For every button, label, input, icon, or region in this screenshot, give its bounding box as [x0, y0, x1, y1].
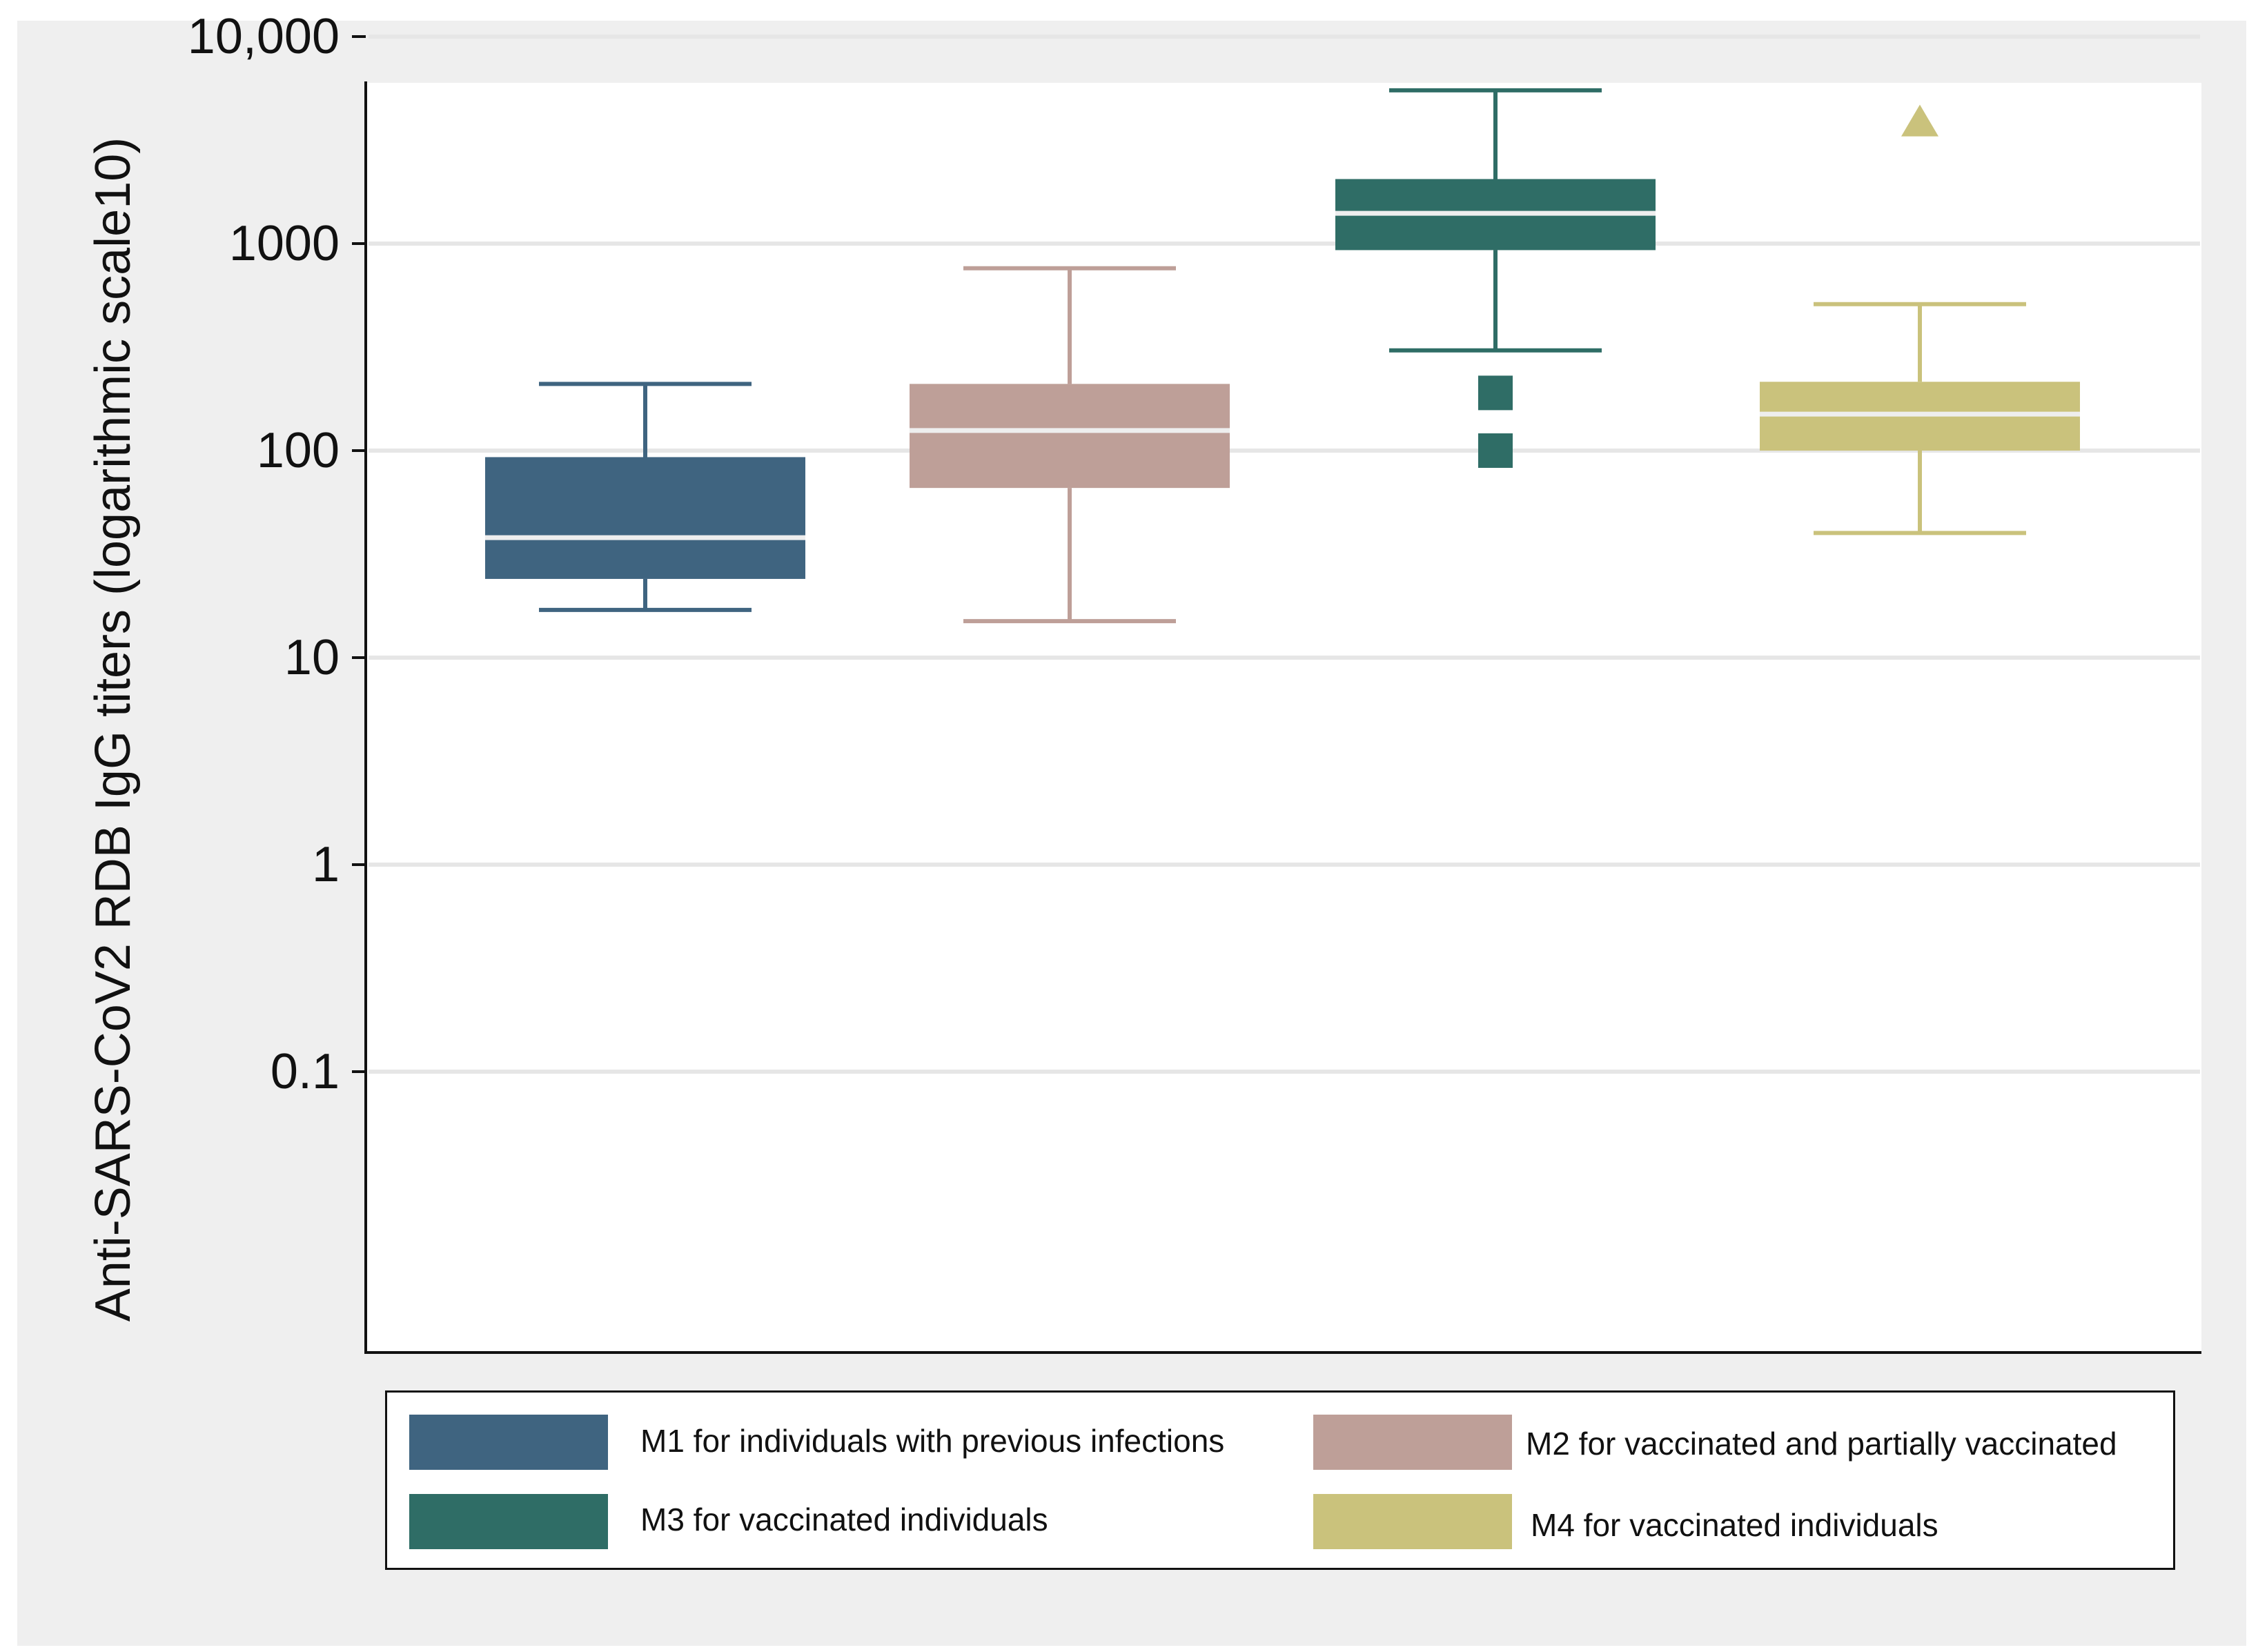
box-m4	[1760, 104, 2080, 535]
axes	[352, 35, 2201, 1354]
y-tick-label-0: 0.1	[270, 1044, 340, 1099]
box-m3	[1335, 88, 1656, 468]
box-iqr	[485, 457, 805, 579]
y-axis-title: Anti-SARS-CoV2 RDB IgG titers (logarithm…	[86, 137, 141, 1322]
legend: M1 for individuals with previous infecti…	[385, 1390, 2175, 1570]
box-m1	[485, 382, 805, 612]
y-tick-label-2: 10	[284, 630, 340, 685]
outlier-point-1	[1478, 433, 1513, 468]
box-iqr	[910, 384, 1230, 489]
outlier-point-0	[1478, 375, 1513, 411]
legend-label-m2: M2 for vaccinated and partially vaccinat…	[1526, 1426, 2117, 1462]
legend-swatch-m2	[1313, 1415, 1512, 1470]
legend-swatch-m3	[409, 1494, 608, 1549]
legend-label-m3: M3 for vaccinated individuals	[640, 1502, 1048, 1537]
y-tick-label-4: 1000	[228, 216, 340, 271]
y-tick-label-3: 100	[256, 423, 340, 478]
legend-label-m4: M4 for vaccinated individuals	[1531, 1507, 1938, 1543]
legend-swatch-m4	[1313, 1494, 1512, 1549]
y-tick-label-5: 10,000	[187, 9, 340, 64]
box-m2	[910, 266, 1230, 624]
legend-label-m1: M1 for individuals with previous infecti…	[640, 1423, 1225, 1459]
legend-swatch-m1	[409, 1415, 608, 1470]
boxes	[485, 88, 2080, 624]
y-tick-label-1: 1	[311, 837, 340, 892]
plot-area	[366, 83, 2201, 1353]
outlier-point-0	[1901, 104, 1938, 137]
